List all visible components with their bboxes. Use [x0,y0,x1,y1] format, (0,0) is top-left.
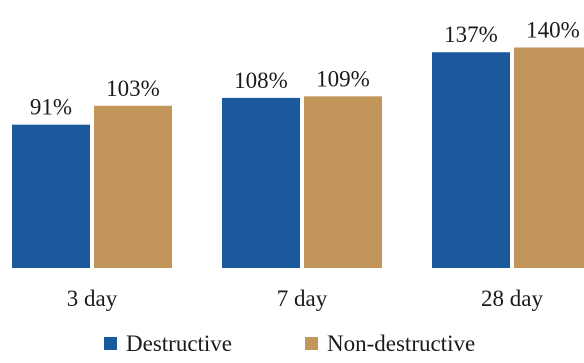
legend-label-destructive: Destructive [126,331,232,356]
data-label-destructive-7-day: 108% [234,68,288,93]
bar-destructive-3-day [12,124,90,268]
data-label-destructive-3-day: 91% [30,95,72,120]
x-tick-label-7-day: 7 day [277,286,328,311]
legend-swatch-destructive [104,337,117,350]
legend-label-non-destructive: Non-destructive [327,331,475,356]
data-labels-group: 91% 103% 108% 109% 137% 140% [30,18,580,120]
data-label-non-destructive-28-day: 140% [526,18,580,43]
x-tick-labels-group: 3 day 7 day 28 day [67,286,544,311]
x-tick-label-3-day: 3 day [67,286,118,311]
legend-swatch-non-destructive [305,337,318,350]
bar-destructive-7-day [222,97,300,269]
data-label-non-destructive-7-day: 109% [316,66,370,91]
data-label-non-destructive-3-day: 103% [106,76,160,101]
data-label-destructive-28-day: 137% [444,22,498,47]
bar-non-destructive-3-day [94,105,172,269]
bar-non-destructive-7-day [304,96,382,268]
legend: Destructive Non-destructive [104,331,475,356]
bars-group [12,47,584,269]
bar-destructive-28-day [432,52,510,268]
x-tick-label-28-day: 28 day [481,286,543,311]
bar-non-destructive-28-day [514,47,584,268]
